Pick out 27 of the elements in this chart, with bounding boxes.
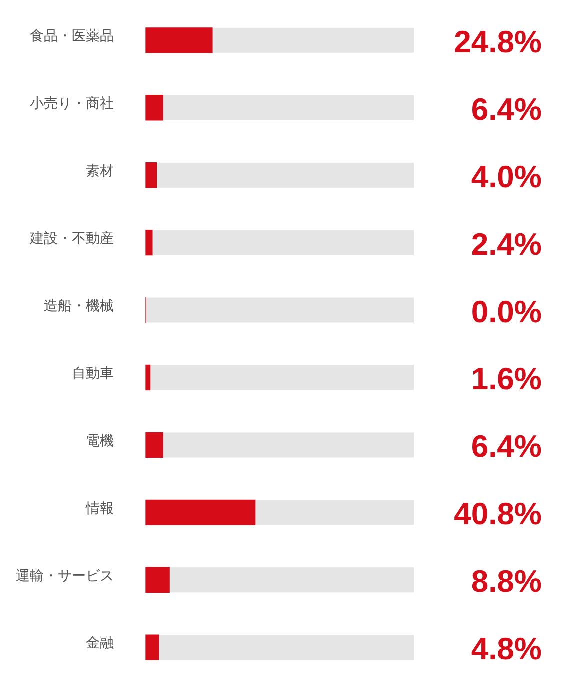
data-label: 4.0% (471, 159, 542, 194)
data-label: 8.8% (471, 564, 542, 600)
y-tick-label: 食品・医薬品 (30, 28, 114, 45)
data-label: 6.4% (471, 92, 542, 127)
data-label: 1.6% (471, 362, 542, 397)
y-tick-label: 建設・不動産 (29, 230, 114, 247)
y-tick-label: 素材 (86, 163, 114, 180)
bar (146, 634, 160, 660)
bar (146, 567, 170, 593)
y-tick-label: 自動車 (72, 366, 114, 382)
y-tick-label: 造船・機械 (44, 298, 114, 314)
y-tick-label: 運輸・サービス (16, 568, 114, 584)
data-label: 40.8% (454, 496, 542, 532)
y-tick-label: 情報 (85, 500, 114, 517)
y-tick-label: 小売り・商社 (30, 96, 114, 112)
bar (146, 95, 164, 121)
bar (146, 432, 164, 458)
data-label: 6.4% (471, 429, 542, 464)
data-label: 24.8% (454, 24, 542, 60)
bar (146, 230, 153, 256)
bar (146, 162, 158, 188)
data-label: 2.4% (471, 226, 542, 262)
bar (146, 364, 151, 391)
data-label: 4.8% (471, 632, 542, 667)
y-tick-label: 金融 (86, 636, 114, 652)
y-tick-label: 電機 (86, 433, 114, 450)
data-label: 0.0% (471, 294, 542, 330)
